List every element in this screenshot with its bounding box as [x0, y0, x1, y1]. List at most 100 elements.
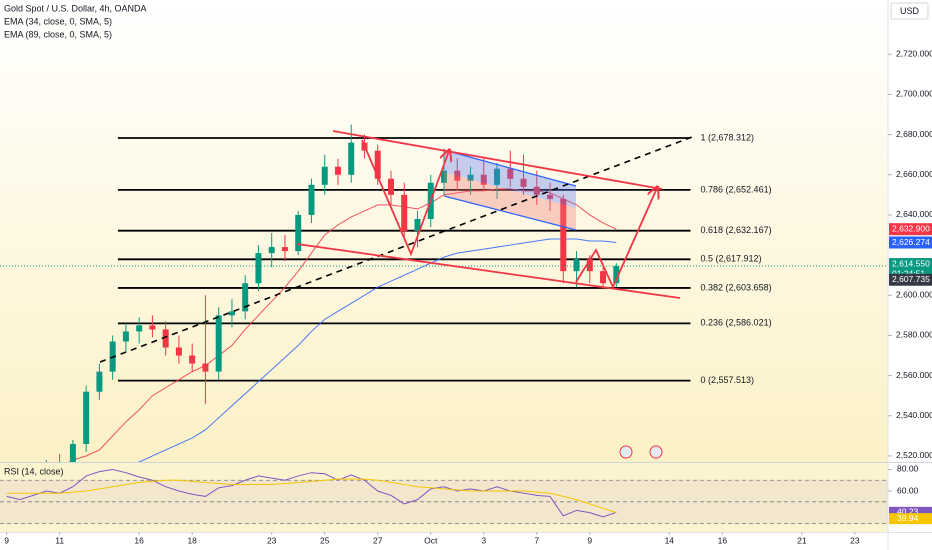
legend: Gold Spot / U.S. Dollar, 4h, OANDA EMA (…: [4, 2, 929, 476]
countdown: 01:24:51: [892, 268, 925, 278]
candle-body: [480, 174, 487, 185]
price-tag-label: 2,614.550: [892, 258, 930, 268]
projection-arrow: [575, 188, 657, 290]
fib-label: 0.618 (2,632.167): [701, 225, 772, 235]
x-tick-label: 25: [320, 535, 330, 545]
y-tick-label: 2,600.000: [896, 290, 932, 300]
y-tick-label: 2,720.000: [896, 48, 932, 58]
axes: 2,520.000 2,540.000 2,560.000 2,580.000 2,60…: [4, 48, 932, 545]
rsi-line: [6, 478, 617, 514]
x-tick-label: 7: [534, 535, 539, 545]
rsi-background: [0, 463, 888, 532]
candle-body: [136, 325, 143, 332]
fib-label: 0 (2,557.513): [701, 375, 755, 385]
channel-line: [296, 243, 681, 299]
x-tick-label: 18: [187, 535, 197, 545]
chart-title: Gold Spot / U.S. Dollar, 4h, OANDA: [4, 3, 147, 13]
y-tick-label: 2,640.000: [896, 209, 932, 219]
x-tick-label: 11: [55, 535, 64, 545]
x-tick-label: 16: [134, 535, 144, 545]
fib-label: 0.786 (2,652.461): [701, 184, 772, 194]
y-tick-label: 2,520.000: [896, 450, 932, 460]
candle-body: [295, 214, 302, 252]
event-icon[interactable]: [619, 445, 633, 459]
candle-body: [202, 363, 209, 372]
candle-body: [255, 253, 262, 284]
candle-body: [467, 174, 474, 181]
x-tick-label: Oct: [424, 535, 438, 545]
rsi-title: RSI (14, close): [4, 466, 64, 476]
candle-body: [96, 371, 103, 392]
candle-body: [494, 168, 501, 185]
price-tag-label: 2,632.900: [892, 223, 930, 233]
channel-line: [332, 130, 663, 190]
currency: USD: [900, 6, 920, 16]
candle-body: [268, 247, 275, 254]
candle-body: [533, 186, 540, 195]
candle-body: [321, 166, 328, 185]
zigzag-arrow: [361, 139, 449, 257]
candle-body: [414, 218, 421, 231]
rsi-tag: [889, 513, 932, 525]
candle-body: [122, 331, 129, 342]
candle-body: [83, 391, 90, 444]
candle-body: [507, 168, 514, 179]
candle-body: [281, 247, 288, 252]
candle-body: [613, 266, 620, 284]
candle-body: [348, 142, 355, 175]
candle-body: [560, 198, 567, 272]
ema-line: [137, 238, 617, 462]
candle-body: [334, 166, 341, 175]
rsi-tag-label: 39.94: [897, 513, 919, 523]
x-tick-label: 23: [267, 535, 277, 545]
x-tick-label: 14: [665, 535, 675, 545]
drawings: [99, 130, 693, 459]
x-tick-label: 27: [373, 535, 383, 545]
fib-label: 0.382 (2,603.658): [701, 282, 772, 292]
event-icon[interactable]: [649, 445, 663, 459]
x-tick-label: 23: [850, 535, 860, 545]
x-tick-label: 9: [587, 535, 592, 545]
currency-box[interactable]: [890, 2, 929, 20]
y-tick-label: 2,700.000: [896, 89, 932, 99]
candle-body: [162, 329, 169, 348]
price-tag-label: 2,607.735: [892, 274, 930, 284]
price-tag-label: 2,626.274: [892, 237, 930, 247]
candle-body: [189, 355, 196, 364]
candle-body: [308, 184, 315, 215]
candle-body: [441, 170, 447, 183]
rsi-line: [6, 468, 617, 518]
ema-line: [68, 188, 617, 462]
candle-body: [600, 271, 607, 284]
rsi-tick-label: 60.00: [897, 485, 919, 495]
y-tick-label: 2,580.000: [896, 330, 932, 340]
candle-body: [149, 325, 156, 330]
x-tick-label: 21: [797, 535, 807, 545]
x-tick-label: 9: [4, 535, 9, 545]
candle-body: [401, 194, 408, 231]
price-tag: [889, 236, 932, 249]
legend-entry: EMA (89, close, 0, SMA, 5): [4, 29, 112, 39]
candle-body: [175, 347, 182, 356]
candle-body: [69, 443, 76, 462]
candle-body: [374, 150, 381, 179]
y-tick-label: 2,560.000: [896, 370, 932, 380]
candle-body: [547, 194, 554, 199]
candle-body: [573, 259, 580, 272]
x-tick-label: 16: [718, 535, 728, 545]
legend-entry: EMA (34, close, 0, SMA, 5): [4, 16, 112, 26]
price-tag: [889, 273, 932, 286]
flag-line: [443, 195, 577, 231]
rsi-tag-label: 40.23: [897, 507, 919, 517]
fib-label: 0.236 (2,586.021): [701, 318, 772, 328]
candle-body: [242, 283, 249, 312]
y-tick-label: 2,540.000: [896, 410, 932, 420]
candle-body: [586, 259, 593, 272]
flag-lower: [444, 172, 576, 230]
rsi-tick-label: 80.00: [897, 464, 919, 474]
flag-line: [443, 149, 577, 187]
y-tick-label: 2,660.000: [896, 169, 932, 179]
candle-body: [228, 311, 235, 316]
